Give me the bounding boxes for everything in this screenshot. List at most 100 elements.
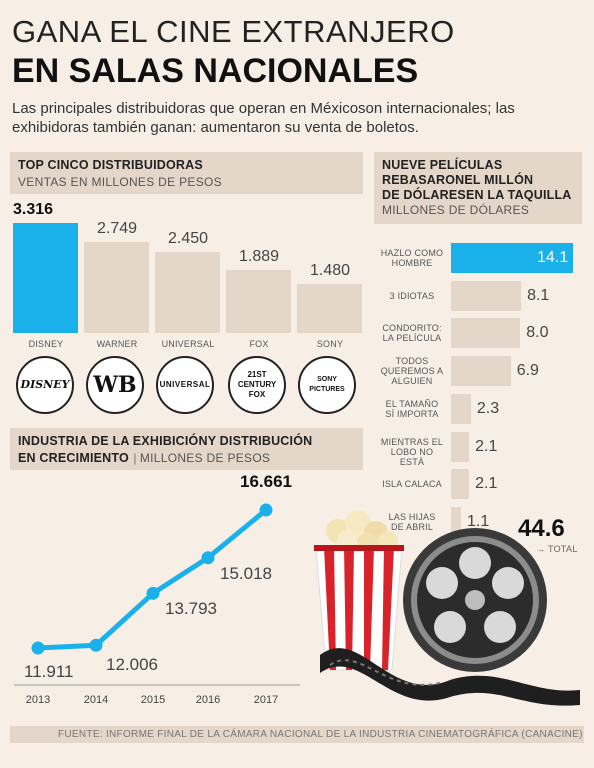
sony-logo: SONY PICTURES bbox=[298, 356, 356, 414]
industry-title-line-2: EN CRECIMIENTO bbox=[18, 451, 129, 465]
data-point bbox=[31, 641, 45, 655]
line-value: 13.793 bbox=[165, 599, 217, 619]
hbar-value: 8.0 bbox=[526, 324, 549, 342]
x-tick-label: 2014 bbox=[83, 694, 109, 706]
data-point bbox=[259, 503, 273, 517]
title-line-1: GANA EL CINE EXTRANJERO bbox=[12, 14, 455, 49]
hbar-label-line: LAS HIJAS bbox=[388, 511, 436, 522]
hbar-label-line: TODOS bbox=[395, 356, 429, 367]
line-value: 12.006 bbox=[106, 655, 158, 675]
hbar-label-line: ALGUIEN bbox=[391, 376, 433, 387]
hbar-label: CONDORITO: LA PELÍCULA bbox=[378, 323, 446, 343]
bar-disney bbox=[13, 223, 78, 333]
hbar bbox=[451, 318, 521, 349]
hbar-label-line: QUEREMOS A bbox=[380, 366, 444, 377]
hbar bbox=[451, 506, 461, 537]
hbar-label-line: HAZLO COMO bbox=[380, 248, 444, 258]
subtitle: Las principales distribuidoras que opera… bbox=[12, 100, 515, 136]
distributors-title: TOP CINCO DISTRIBUIDORAS bbox=[18, 158, 203, 172]
hbar bbox=[451, 356, 511, 387]
industry-title-row: EN CRECIMIENTO | MILLONES DE PESOS bbox=[18, 449, 355, 467]
hbar bbox=[451, 469, 470, 500]
data-point bbox=[146, 586, 160, 600]
distributors-header: TOP CINCO DISTRIBUIDORAS VENTAS EN MILLO… bbox=[10, 152, 363, 194]
popcorn-film-illustration bbox=[314, 510, 580, 706]
industry-header: INDUSTRIA DE LA EXHIBICIÓNY DISTRIBUCIÓN… bbox=[10, 428, 363, 470]
hbar bbox=[451, 243, 573, 273]
bar-value: 3.316 bbox=[13, 201, 54, 218]
industry-title-divider: | bbox=[133, 451, 140, 465]
bar-category: DISNEY bbox=[28, 339, 64, 349]
industry-title-line-1: INDUSTRIA DE LA EXHIBICIÓNY DISTRIBUCIÓN bbox=[18, 434, 313, 448]
hbar-label-line: SÍ IMPORTA bbox=[385, 408, 439, 419]
hbar-label-line: ISLA CALACA bbox=[382, 479, 442, 490]
data-point bbox=[89, 638, 103, 652]
total-label-text: TOTAL bbox=[547, 544, 578, 554]
hbar-label-line: DE ABRIL bbox=[390, 521, 434, 532]
universal-logo-text: UNIVERSAL bbox=[159, 380, 211, 389]
sony-logo-text: SONY PICTURES bbox=[309, 376, 345, 393]
bar-category: UNIVERSAL bbox=[161, 339, 215, 349]
bar-value: 2.450 bbox=[167, 229, 209, 247]
industry-unit: MILLONES DE PESOS bbox=[139, 451, 271, 465]
data-point bbox=[201, 551, 215, 565]
bar-warner bbox=[84, 241, 149, 333]
distributors-unit: VENTAS EN MILLONES DE PESOS bbox=[18, 175, 222, 189]
hbar-value: 2.1 bbox=[475, 475, 498, 493]
bar-category: WARNER bbox=[96, 339, 138, 349]
fox-logo: 21ST CENTURY FOX bbox=[228, 356, 286, 414]
movies-header: NUEVE PELÍCULAS REBASARONEL MILLÓN DE DÓ… bbox=[374, 152, 582, 224]
warner-logo-text: WB bbox=[93, 372, 137, 398]
movies-title-line-1: NUEVE PELÍCULAS bbox=[382, 158, 503, 172]
bar-value: 1.889 bbox=[238, 248, 280, 266]
disney-logo: DISNEY bbox=[16, 356, 74, 414]
hbar-label: EL TAMAÑO SÍ IMPORTA bbox=[378, 399, 446, 419]
bar-fox bbox=[226, 270, 291, 333]
x-tick-label: 2016 bbox=[195, 694, 221, 706]
hbar bbox=[451, 393, 471, 424]
hbar-label-line: EL TAMAÑO bbox=[385, 398, 439, 409]
bar-category: SONY bbox=[316, 339, 344, 349]
x-tick-label: 2017 bbox=[253, 694, 279, 706]
total-label: → TOTAL bbox=[536, 544, 578, 554]
hbar-label-line: 3 IDIOTAS bbox=[389, 290, 435, 301]
movies-title-line-3: DE DÓLARESEN LA TAQUILLA bbox=[382, 188, 572, 202]
movies-title-line-2: REBASARONEL MILLÓN bbox=[382, 173, 534, 187]
bar-value: 1.480 bbox=[309, 261, 351, 279]
source-note: FUENTE: INFORME FINAL DE LA CÁMARA NACIO… bbox=[10, 726, 584, 743]
hbar-label-line: LA PELÍCULA bbox=[382, 333, 442, 344]
hbar-value: 1.1 bbox=[467, 512, 490, 530]
hbar-value: 2.3 bbox=[476, 399, 500, 417]
hbar-value: 2.1 bbox=[475, 437, 498, 455]
hbar-label: ISLA CALACA bbox=[378, 479, 446, 489]
hbar-label-line: LOBO NO ESTÁ bbox=[390, 446, 434, 467]
bar-category: FOX bbox=[249, 339, 269, 349]
hbar-label: TODOS QUEREMOS A ALGUIEN bbox=[378, 356, 446, 386]
hbar-label-line: CONDORITO: bbox=[382, 323, 442, 334]
universal-logo: UNIVERSAL bbox=[156, 356, 214, 414]
line-value: 11.911 bbox=[24, 662, 74, 681]
movies-unit: MILLONES DE DÓLARES bbox=[382, 203, 530, 217]
bar-value: 2.749 bbox=[96, 219, 138, 237]
popcorn-icon bbox=[314, 510, 404, 671]
hbar-value: 14.1 bbox=[537, 249, 569, 266]
bar-sony bbox=[297, 283, 362, 333]
title-line-2: EN SALAS NACIONALES bbox=[12, 52, 419, 90]
disney-logo-text: DISNEY bbox=[20, 378, 70, 391]
x-tick-label: 2013 bbox=[25, 694, 51, 706]
warner-logo: WB bbox=[86, 356, 144, 414]
x-tick-label: 2015 bbox=[140, 694, 166, 706]
hbar-label-line: MIENTRAS EL bbox=[380, 436, 444, 447]
hbar-label: HAZLO COMO HOMBRE bbox=[378, 248, 446, 268]
hbar-label: LAS HIJAS DE ABRIL bbox=[378, 512, 446, 532]
bar-universal bbox=[155, 251, 220, 333]
hbar bbox=[451, 431, 470, 462]
hbar-label: MIENTRAS EL LOBO NO ESTÁ bbox=[378, 437, 446, 467]
hbar-label: 3 IDIOTAS bbox=[378, 291, 446, 301]
fox-logo-text: 21ST CENTURY FOX bbox=[237, 370, 277, 399]
industry-line-chart bbox=[14, 503, 300, 686]
hbar-value: 6.9 bbox=[516, 362, 539, 380]
total-value: 44.6 bbox=[518, 515, 565, 542]
hbar bbox=[451, 280, 522, 311]
film-reel-icon bbox=[320, 528, 580, 706]
